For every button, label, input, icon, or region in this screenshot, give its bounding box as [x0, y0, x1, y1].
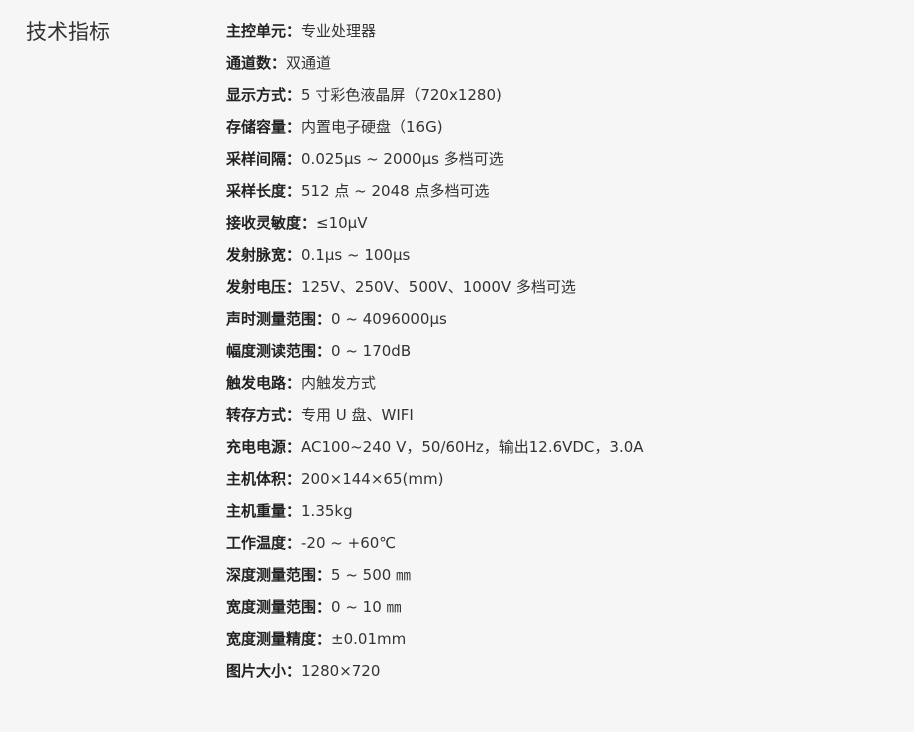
spec-label: 发射脉宽：: [226, 246, 302, 264]
spec-value: 0 ~ 4096000μs: [331, 310, 447, 328]
spec-label: 幅度测读范围：: [226, 342, 332, 360]
spec-value: 0.025μs ~ 2000μs 多档可选: [301, 150, 504, 168]
spec-row: 主控单元：专业处理器: [226, 19, 644, 51]
spec-row: 宽度测量范围：0 ~ 10 ㎜: [226, 595, 644, 627]
spec-label: 声时测量范围：: [226, 310, 332, 328]
spec-label: 主控单元：: [226, 22, 302, 40]
spec-row: 通道数：双通道: [226, 51, 644, 83]
spec-value: 内触发方式: [301, 374, 377, 392]
spec-row: 深度测量范围：5 ~ 500 ㎜: [226, 563, 644, 595]
spec-value: 200×144×65(mm): [301, 470, 444, 488]
spec-label: 宽度测量范围：: [226, 598, 332, 616]
spec-value: 512 点 ~ 2048 点多档可选: [301, 182, 490, 200]
spec-value: 内置电子硬盘（16G): [301, 118, 443, 136]
spec-row: 存储容量：内置电子硬盘（16G): [226, 115, 644, 147]
spec-label: 转存方式：: [226, 406, 302, 424]
spec-label: 图片大小：: [226, 662, 302, 680]
spec-label: 接收灵敏度：: [226, 214, 317, 232]
spec-label: 通道数：: [226, 54, 287, 72]
spec-row: 采样间隔：0.025μs ~ 2000μs 多档可选: [226, 147, 644, 179]
spec-value: -20 ~ +60℃: [301, 534, 397, 552]
spec-value: 125V、250V、500V、1000V 多档可选: [301, 278, 576, 296]
spec-label: 宽度测量精度：: [226, 630, 332, 648]
spec-value: 0 ~ 10 ㎜: [331, 598, 402, 616]
spec-label: 深度测量范围：: [226, 566, 332, 584]
spec-row: 发射电压：125V、250V、500V、1000V 多档可选: [226, 275, 644, 307]
spec-row: 宽度测量精度：±0.01mm: [226, 627, 644, 659]
spec-value: 双通道: [286, 54, 332, 72]
spec-list: 主控单元：专业处理器 通道数：双通道 显示方式：5 寸彩色液晶屏（720x1280)…: [226, 19, 644, 691]
spec-value: 1280×720: [301, 662, 381, 680]
spec-row: 显示方式：5 寸彩色液晶屏（720x1280): [226, 83, 644, 115]
spec-row: 发射脉宽：0.1μs ~ 100μs: [226, 243, 644, 275]
spec-row: 充电电源：AC100~240 V，50/60Hz，输出12.6VDC，3.0A: [226, 435, 644, 467]
spec-label: 触发电路：: [226, 374, 302, 392]
spec-value: 0.1μs ~ 100μs: [301, 246, 411, 264]
spec-label: 工作温度：: [226, 534, 302, 552]
spec-value: 5 寸彩色液晶屏（720x1280): [301, 86, 502, 104]
spec-row: 图片大小：1280×720: [226, 659, 644, 691]
spec-row: 采样长度：512 点 ~ 2048 点多档可选: [226, 179, 644, 211]
spec-value: ±0.01mm: [331, 630, 407, 648]
spec-row: 主机体积：200×144×65(mm): [226, 467, 644, 499]
spec-label: 存储容量：: [226, 118, 302, 136]
spec-label: 采样间隔：: [226, 150, 302, 168]
section-title: 技术指标: [26, 20, 110, 44]
spec-row: 触发电路：内触发方式: [226, 371, 644, 403]
spec-value: 1.35kg: [301, 502, 353, 520]
spec-row: 声时测量范围：0 ~ 4096000μs: [226, 307, 644, 339]
spec-label: 充电电源：: [226, 438, 302, 456]
spec-value: 专业处理器: [301, 22, 377, 40]
spec-label: 采样长度：: [226, 182, 302, 200]
spec-row: 转存方式：专用 U 盘、WIFI: [226, 403, 644, 435]
spec-label: 显示方式：: [226, 86, 302, 104]
spec-label: 发射电压：: [226, 278, 302, 296]
spec-value: 5 ~ 500 ㎜: [331, 566, 412, 584]
spec-row: 幅度测读范围：0 ~ 170dB: [226, 339, 644, 371]
spec-row: 工作温度：-20 ~ +60℃: [226, 531, 644, 563]
spec-row: 接收灵敏度：≤10μV: [226, 211, 644, 243]
spec-value: ≤10μV: [316, 214, 368, 232]
spec-row: 主机重量：1.35kg: [226, 499, 644, 531]
spec-value: AC100~240 V，50/60Hz，输出12.6VDC，3.0A: [301, 438, 644, 456]
spec-label: 主机重量：: [226, 502, 302, 520]
spec-value: 0 ~ 170dB: [331, 342, 412, 360]
spec-value: 专用 U 盘、WIFI: [301, 406, 414, 424]
spec-label: 主机体积：: [226, 470, 302, 488]
